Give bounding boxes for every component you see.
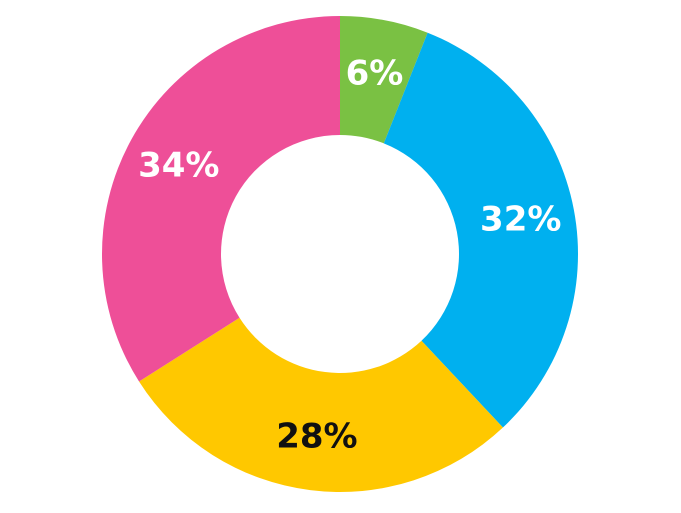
slice-label-1: 32% <box>480 200 561 240</box>
slice-label-3: 34% <box>138 145 219 185</box>
donut-slice-3 <box>102 16 341 382</box>
donut-slice-2 <box>139 317 503 493</box>
donut-slice-1 <box>383 32 579 428</box>
slice-label-0: 6% <box>346 53 404 93</box>
donut-slice-0 <box>340 16 428 144</box>
slice-label-2: 28% <box>276 417 357 457</box>
donut-slices <box>102 16 579 493</box>
donut-labels: 6% 32% 28% 34% <box>138 53 561 456</box>
